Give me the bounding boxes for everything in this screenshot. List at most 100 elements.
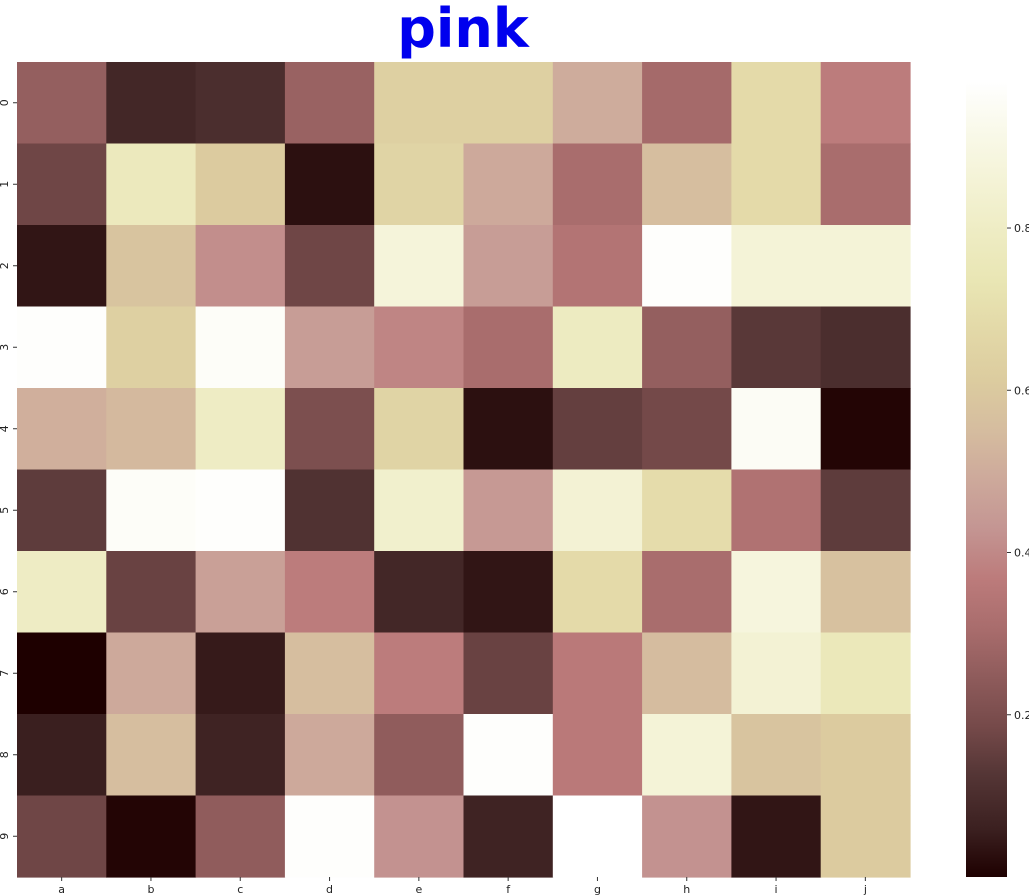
heatmap-cell-0-d	[284, 62, 375, 145]
colorbar-tick-label-0.8: 0.8	[1014, 222, 1029, 235]
heatmap-cell-4-e	[374, 388, 465, 471]
heatmap-cell-6-j	[820, 551, 911, 634]
heatmap-cell-7-f	[463, 632, 554, 715]
heatmap-cell-6-f	[463, 551, 554, 634]
heatmap-cell-8-h	[642, 714, 732, 797]
heatmap-cell-8-e	[374, 714, 465, 797]
heatmap-cell-6-a	[17, 551, 107, 634]
y-tick-label-1: 1	[0, 181, 11, 188]
heatmap-cell-4-a	[17, 388, 107, 471]
heatmap-cell-4-d	[284, 388, 375, 471]
x-tick-label-a: a	[58, 883, 65, 895]
heatmap-cell-9-i	[731, 795, 822, 878]
heatmap-cell-1-i	[731, 143, 822, 226]
heatmap-cell-3-h	[642, 306, 732, 389]
heatmap-cell-4-g	[552, 388, 643, 471]
heatmap-cell-6-b	[106, 551, 197, 634]
heatmap-cell-8-a	[17, 714, 107, 797]
heatmap-cell-0-i	[731, 62, 822, 145]
colorbar-tick-label-0.6: 0.6	[1014, 384, 1029, 397]
y-tick-label-6: 6	[0, 588, 11, 595]
heatmap-cell-2-a	[17, 225, 107, 308]
heatmap-cell-3-d	[284, 306, 375, 389]
heatmap-cell-3-j	[820, 306, 911, 389]
heatmap-cell-7-e	[374, 632, 465, 715]
heatmap-cell-7-d	[284, 632, 375, 715]
heatmap-cell-0-e	[374, 62, 465, 145]
heatmap-cell-9-h	[642, 795, 732, 878]
heatmap-cells	[17, 62, 911, 878]
heatmap-cell-9-g	[552, 795, 643, 878]
heatmap-cell-4-h	[642, 388, 732, 471]
heatmap-cell-9-a	[17, 795, 107, 878]
heatmap-cell-8-d	[284, 714, 375, 797]
heatmap-cell-1-f	[463, 143, 554, 226]
x-tick-label-g: g	[594, 883, 601, 895]
colorbar-ticks: 0.2 0.4 0.6 0.8	[1007, 222, 1029, 722]
heatmap-cell-1-c	[195, 143, 286, 226]
colorbar-gradient	[966, 82, 1007, 877]
heatmap-cell-2-d	[284, 225, 375, 308]
y-tick-label-4: 4	[0, 425, 11, 432]
heatmap-cell-3-f	[463, 306, 554, 389]
heatmap-cell-9-d	[284, 795, 375, 878]
colorbar-tick-label-0.2: 0.2	[1014, 709, 1029, 722]
x-axis-ticks: a b c d e f g h i j	[58, 877, 867, 895]
heatmap-cell-7-i	[731, 632, 822, 715]
y-tick-label-5: 5	[0, 507, 11, 514]
heatmap-cell-2-i	[731, 225, 822, 308]
heatmap-cell-3-b	[106, 306, 197, 389]
heatmap-cell-5-g	[552, 469, 643, 552]
x-tick-label-j: j	[863, 883, 867, 895]
x-tick-label-i: i	[775, 883, 778, 895]
y-tick-label-9: 9	[0, 833, 11, 840]
heatmap-cell-3-a	[17, 306, 107, 389]
heatmap-cell-8-f	[463, 714, 554, 797]
heatmap-cell-6-h	[642, 551, 732, 634]
heatmap-cell-9-c	[195, 795, 286, 878]
heatmap-cell-5-d	[284, 469, 375, 552]
heatmap-cell-9-e	[374, 795, 465, 878]
colorbar: 0.2 0.4 0.6 0.8	[966, 82, 1029, 877]
heatmap-cell-9-f	[463, 795, 554, 878]
heatmap-cell-5-b	[106, 469, 197, 552]
heatmap-cell-3-c	[195, 306, 286, 389]
heatmap-cell-0-c	[195, 62, 286, 145]
heatmap-cell-6-g	[552, 551, 643, 634]
heatmap-cell-6-i	[731, 551, 822, 634]
heatmap-cell-7-j	[820, 632, 911, 715]
heatmap-cell-1-h	[642, 143, 732, 226]
heatmap-cell-7-c	[195, 632, 286, 715]
heatmap-cell-3-g	[552, 306, 643, 389]
heatmap-cell-0-b	[106, 62, 197, 145]
heatmap-cell-8-b	[106, 714, 197, 797]
y-axis-ticks: 0 1 2 3 4 5 6 7 8 9	[0, 99, 17, 840]
heatmap-cell-2-f	[463, 225, 554, 308]
heatmap-cell-0-a	[17, 62, 107, 145]
heatmap-cell-8-j	[820, 714, 911, 797]
heatmap-cell-0-j	[820, 62, 911, 145]
y-tick-label-2: 2	[0, 262, 11, 269]
heatmap-cell-5-e	[374, 469, 465, 552]
heatmap-cell-3-e	[374, 306, 465, 389]
heatmap-cell-2-b	[106, 225, 197, 308]
heatmap-cell-2-g	[552, 225, 643, 308]
heatmap-cell-1-b	[106, 143, 197, 226]
heatmap-cell-1-e	[374, 143, 465, 226]
heatmap-cell-7-g	[552, 632, 643, 715]
heatmap-cell-1-j	[820, 143, 911, 226]
heatmap-cell-8-c	[195, 714, 286, 797]
heatmap-cell-0-h	[642, 62, 732, 145]
y-tick-label-8: 8	[0, 751, 11, 758]
heatmap-cell-4-j	[820, 388, 911, 471]
heatmap-cell-5-c	[195, 469, 286, 552]
y-tick-label-3: 3	[0, 344, 11, 351]
heatmap-cell-2-j	[820, 225, 911, 308]
heatmap-cell-8-g	[552, 714, 643, 797]
heatmap-cell-5-a	[17, 469, 107, 552]
heatmap-cell-1-a	[17, 143, 107, 226]
x-tick-label-b: b	[147, 883, 154, 895]
y-tick-label-7: 7	[0, 670, 11, 677]
heatmap-cell-5-i	[731, 469, 822, 552]
